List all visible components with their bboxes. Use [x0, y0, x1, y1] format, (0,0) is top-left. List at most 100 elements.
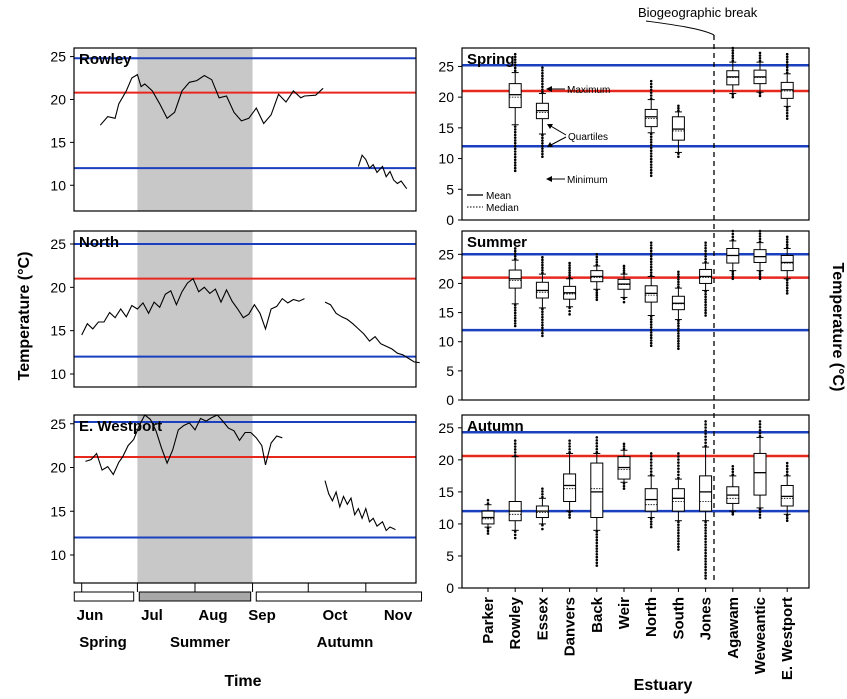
outlier-high	[513, 442, 517, 445]
outlier-high	[649, 88, 653, 92]
outlier-high	[731, 232, 735, 236]
outlier-high	[568, 442, 571, 445]
outlier-low	[513, 316, 517, 320]
outlier-low	[785, 281, 789, 284]
outlier-high	[595, 255, 599, 259]
outlier-low	[595, 291, 599, 295]
outlier-low	[677, 539, 680, 543]
outlier-high	[541, 269, 544, 272]
box3-box-essex	[535, 487, 549, 531]
box1-box-agawam	[726, 46, 740, 99]
outlier-high	[677, 476, 680, 480]
outlier-high	[758, 423, 762, 426]
outlier-low	[595, 541, 599, 545]
outlier-high	[649, 268, 653, 272]
outlier-low	[541, 523, 544, 527]
outlier-high	[704, 252, 707, 255]
y-axis-label-right: Temperature (°C)	[829, 263, 846, 392]
outlier-low	[541, 307, 544, 311]
outlier-high	[677, 470, 680, 474]
outlier-high	[731, 49, 735, 52]
outlier-high	[731, 59, 735, 63]
outlier-low	[649, 341, 653, 345]
outlier-low	[785, 278, 789, 282]
outlier-low	[622, 487, 626, 490]
outlier-high	[649, 464, 653, 467]
outlier-low	[513, 303, 517, 307]
outlier-low	[568, 309, 571, 313]
outlier-low	[513, 125, 517, 128]
outlier-high	[568, 445, 571, 448]
outlier-high	[649, 263, 653, 266]
outlier-low	[649, 149, 653, 153]
box1-ytick-label: 10	[438, 151, 454, 167]
outlier-high	[649, 241, 653, 244]
outlier-low	[649, 132, 653, 136]
outlier-high	[677, 280, 680, 284]
outlier-low	[785, 286, 789, 290]
outlier-low	[513, 133, 517, 137]
month-label: Sep	[248, 607, 276, 624]
outlier-low	[704, 314, 707, 317]
box3-ytick-label: 0	[446, 580, 454, 596]
category-label: Agawam	[725, 597, 742, 659]
box2-ytick-label: 10	[438, 334, 454, 350]
outlier-low	[704, 568, 707, 572]
outlier-high	[513, 451, 517, 454]
outlier-high	[649, 458, 653, 461]
ts1-ytick-label: 15	[50, 134, 66, 150]
outlier-low	[513, 536, 517, 540]
outlier-low	[758, 275, 762, 278]
outlier-high	[649, 467, 653, 470]
outlier-high	[704, 429, 707, 432]
outlier-high	[758, 428, 762, 432]
outlier-low	[677, 155, 680, 159]
box2-box-north	[644, 241, 658, 348]
outlier-low	[758, 94, 762, 98]
outlier-high	[513, 255, 517, 258]
month-label: Oct	[322, 607, 347, 624]
outlier-low	[677, 319, 680, 323]
outlier-low	[785, 106, 789, 109]
outlier-high	[785, 238, 789, 241]
outlier-high	[568, 273, 571, 277]
box2-box-essex	[535, 255, 549, 338]
outlier-high	[595, 253, 599, 256]
outlier-low	[785, 292, 789, 295]
month-label: Jul	[141, 607, 163, 624]
outlier-high	[595, 447, 599, 451]
ts2-trace-2	[324, 301, 420, 364]
outlier-low	[541, 141, 544, 145]
outlier-high	[513, 445, 517, 448]
outlier-high	[513, 69, 517, 73]
outlier-low	[649, 154, 653, 158]
outlier-high	[704, 260, 707, 264]
outlier-high	[704, 426, 707, 429]
outlier-high	[731, 57, 735, 60]
outlier-high	[731, 470, 735, 474]
iqr-box	[508, 83, 522, 109]
outlier-low	[595, 535, 599, 539]
outlier-high	[704, 249, 707, 253]
outlier-high	[758, 51, 762, 55]
category-label: E. Westport	[779, 597, 796, 680]
box2-ytick-label: 15	[438, 305, 454, 321]
outlier-low	[704, 562, 707, 566]
outlier-low	[649, 523, 653, 526]
outlier-high	[541, 80, 544, 83]
outlier-high	[513, 52, 517, 56]
outlier-low	[731, 275, 735, 278]
outlier-low	[513, 311, 517, 315]
outlier-high	[622, 442, 626, 446]
category-label: Essex	[534, 596, 551, 640]
outlier-low	[541, 527, 544, 531]
outlier-high	[541, 258, 544, 262]
outlier-low	[758, 270, 762, 274]
outlier-low	[513, 155, 517, 159]
outlier-high	[785, 467, 789, 471]
key-median-label: Median	[486, 203, 519, 214]
iqr-box	[671, 488, 685, 512]
outlier-high	[541, 255, 544, 259]
outlier-low	[486, 529, 490, 533]
outlier-high	[649, 455, 653, 458]
